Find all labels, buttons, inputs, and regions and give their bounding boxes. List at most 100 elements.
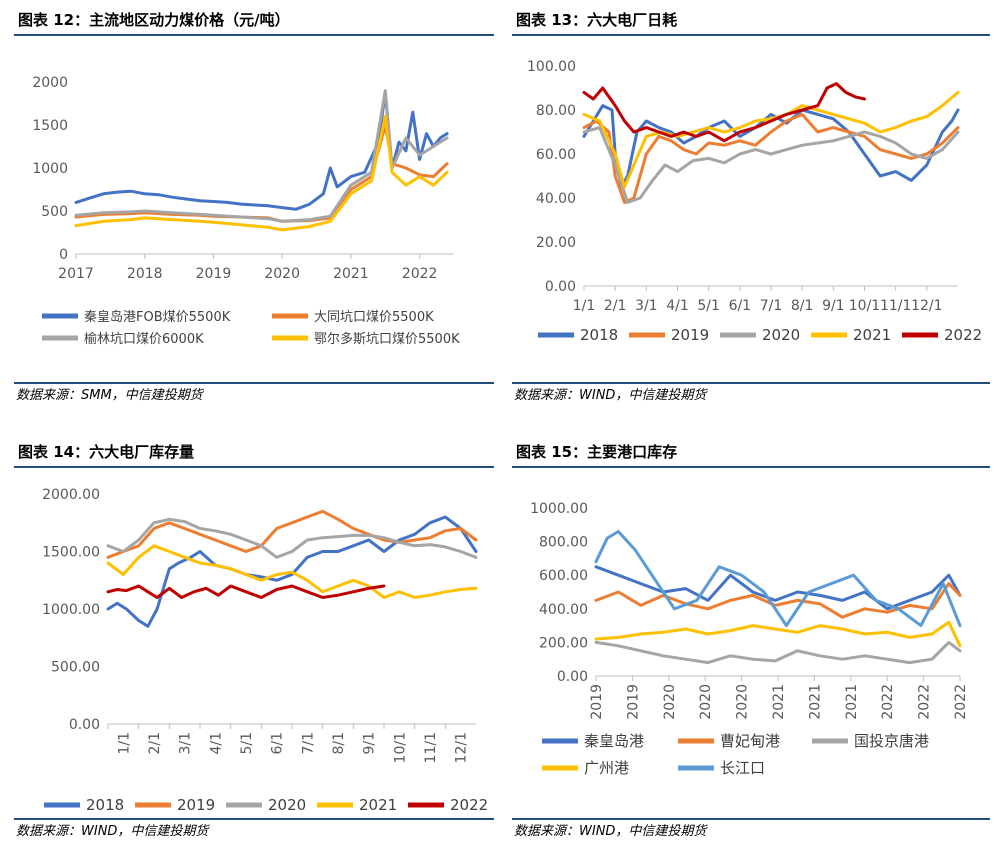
chart-panel-15: 图表 15：主要港口库存 0.00 200.00 400.00 600.00 800.0… <box>512 438 990 843</box>
legend-label: 2021 <box>359 796 397 814</box>
series-line-series-2 <box>594 640 962 665</box>
chart-panel-12: 图表 12：主流地区动力煤价格（元/吨） 0 500 1000 1500 2000 201… <box>14 6 494 406</box>
series-line-2021-3 <box>582 90 960 189</box>
x-tick-label: 1/1 <box>573 298 596 314</box>
x-tick-label: 2022 <box>880 684 896 720</box>
x-tick-label: 6/1 <box>729 298 752 314</box>
y-tick-label: 60.00 <box>536 147 576 163</box>
x-tick-label: 2021 <box>807 684 823 720</box>
y-tick-label: 40.00 <box>536 191 576 207</box>
chart-12-svg: 0 500 1000 1500 2000 2017 2018 2019 2020 2021 2022… <box>32 75 460 347</box>
x-tick-label: 2020 <box>698 684 714 720</box>
series-line-2022-4 <box>582 82 866 143</box>
chart-title: 图表 12：主流地区动力煤价格（元/吨） <box>14 6 494 36</box>
x-tick-label: 4/1 <box>208 732 224 755</box>
legend-label: 广州港 <box>584 759 629 777</box>
legend-label: 长江口 <box>720 759 765 777</box>
chart-14-svg: 0.00 500.00 1000.00 1500.00 2000.00 1/1 2/1 3/1… <box>42 487 488 814</box>
chart-source: 数据来源：WIND，中信建投期货 <box>512 382 990 406</box>
chart-panel-14: 图表 14：六大电厂库存量 0.00 500.00 1000.00 1500.00 20… <box>14 438 494 843</box>
x-tick-label: 11/1 <box>880 298 911 314</box>
chart-panel-13: 图表 13：六大电厂日耗 0.00 20.00 40.00 60.00 80.00 100… <box>512 6 990 406</box>
legend-label: 秦皇岛港 <box>584 732 644 750</box>
x-tick-label: 9/1 <box>362 732 378 755</box>
x-tick-label: 2020 <box>735 684 751 720</box>
legend-label: 2020 <box>268 796 306 814</box>
legend-label: 大同坑口煤价5500K <box>314 310 434 325</box>
x-tick-label: 5/1 <box>697 298 720 314</box>
x-tick-label: 2020 <box>662 684 678 720</box>
chart-source: 数据来源：WIND，中信建投期货 <box>14 818 494 842</box>
series-line-2019-1 <box>582 112 960 204</box>
x-tick-label: 3/1 <box>178 732 194 755</box>
legend-label: 鄂尔多斯坑口煤价5500K <box>314 331 460 347</box>
x-tick-label: 2/1 <box>147 732 163 755</box>
y-tick-label: 20.00 <box>536 235 576 251</box>
x-tick-label: 7/1 <box>760 298 783 314</box>
series-line-2020-2 <box>106 517 478 559</box>
y-tick-label: 1500 <box>32 118 68 134</box>
y-tick-label: 1500.00 <box>42 545 100 561</box>
legend-label: 国投京唐港 <box>854 732 929 750</box>
y-tick-label: 1000.00 <box>42 602 100 618</box>
x-tick-label: 2019 <box>589 684 605 720</box>
legend-label: 2018 <box>580 326 618 344</box>
chart-15-svg: 0.00 200.00 400.00 600.00 800.00 1000.00 2019 2… <box>530 501 969 777</box>
y-tick-label: 0 <box>59 247 68 263</box>
series-line-series-1 <box>594 582 962 619</box>
chart-13-svg: 0.00 20.00 40.00 60.00 80.00 100.00 1/1 2/1 3/1 4… <box>527 59 982 344</box>
chart-source: 数据来源：SMM，中信建投期货 <box>14 382 494 406</box>
y-tick-label: 1000 <box>32 161 68 177</box>
series-line-series-4 <box>594 530 962 628</box>
x-tick-label: 6/1 <box>270 732 286 755</box>
y-tick-label: 0.00 <box>545 279 576 295</box>
series-line-5500k-3 <box>74 114 449 232</box>
chart-title: 图表 14：六大电厂库存量 <box>14 438 494 468</box>
legend-label: 2020 <box>762 326 800 344</box>
x-tick-label: 9/1 <box>822 298 845 314</box>
legend-label: 2022 <box>450 796 488 814</box>
y-tick-label: 80.00 <box>536 103 576 119</box>
x-tick-label: 2018 <box>127 266 163 282</box>
legend-label: 2022 <box>944 326 982 344</box>
legend-label: 榆林坑口煤价6000K <box>84 332 204 347</box>
x-tick-label: 8/1 <box>791 298 814 314</box>
series-line-2019-1 <box>106 509 478 559</box>
x-tick-label: 5/1 <box>239 732 255 755</box>
x-tick-label: 2021 <box>771 684 787 720</box>
y-tick-label: 0.00 <box>69 717 100 733</box>
legend-label: 2021 <box>853 326 891 344</box>
series-line-fob-5500k-0 <box>74 90 449 211</box>
y-tick-label: 2000.00 <box>42 487 100 503</box>
series-line-2022-4 <box>106 584 386 599</box>
x-tick-label: 2019 <box>625 684 641 720</box>
y-tick-label: 400.00 <box>539 602 588 618</box>
y-tick-label: 1000.00 <box>530 501 588 517</box>
series-line-series-0 <box>594 565 962 611</box>
x-tick-label: 8/1 <box>331 732 347 755</box>
series-line-6000k-2 <box>74 89 449 223</box>
legend-label: 曹妃甸港 <box>720 732 780 750</box>
x-tick-label: 2017 <box>58 266 94 282</box>
chart-title: 图表 15：主要港口库存 <box>512 438 990 468</box>
y-tick-label: 2000 <box>32 75 68 91</box>
series-line-series-3 <box>594 620 962 648</box>
x-tick-label: 10/1 <box>849 298 880 314</box>
x-tick-label: 10/1 <box>392 732 408 763</box>
y-tick-label: 100.00 <box>527 59 576 75</box>
x-tick-label: 2019 <box>196 266 232 282</box>
x-tick-label: 3/1 <box>635 298 658 314</box>
y-tick-label: 500.00 <box>51 660 100 676</box>
x-tick-label: 12/1 <box>911 298 942 314</box>
x-tick-label: 2022 <box>402 266 438 282</box>
legend-label: 2019 <box>671 326 709 344</box>
legend-label: 2018 <box>86 796 124 814</box>
x-tick-label: 12/1 <box>454 732 470 763</box>
x-tick-label: 4/1 <box>666 298 689 314</box>
y-tick-label: 600.00 <box>539 568 588 584</box>
y-tick-label: 500 <box>41 204 68 220</box>
x-tick-label: 1/1 <box>116 732 132 755</box>
series-line-2021-3 <box>106 544 478 599</box>
x-tick-label: 11/1 <box>423 732 439 763</box>
chart-title: 图表 13：六大电厂日耗 <box>512 6 990 36</box>
